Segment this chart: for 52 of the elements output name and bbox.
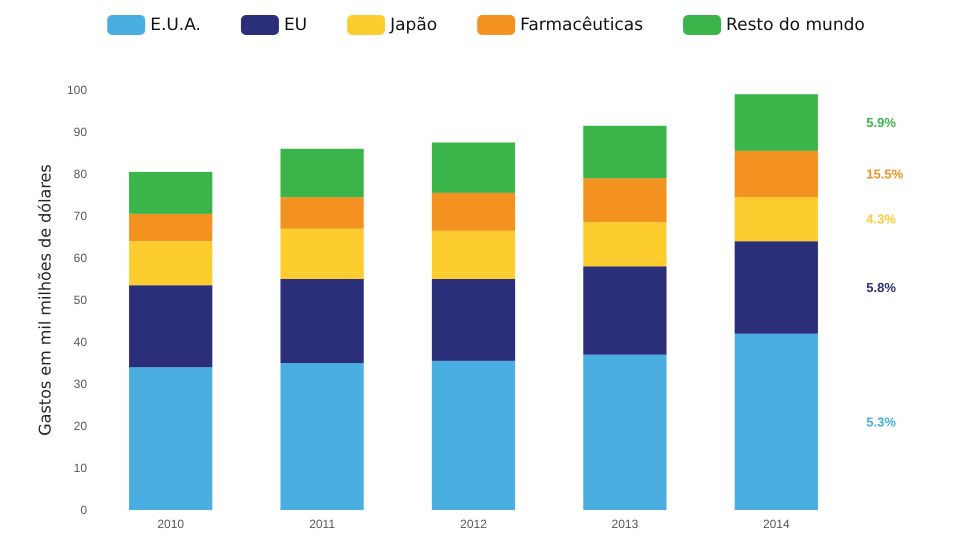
text: 15.5% [866, 166, 904, 182]
bar [280, 363, 364, 510]
x-tick-label: 2010 [157, 517, 184, 531]
bar [280, 279, 364, 363]
bar [129, 172, 212, 214]
bar [432, 142, 516, 193]
legend-label: Japão [389, 15, 438, 35]
x-tick-label: 2013 [612, 517, 639, 531]
legend-label: Farmacêuticas [520, 15, 644, 35]
y-tick-label: 20 [74, 419, 88, 433]
bar [734, 197, 818, 242]
x-tick-label: 2012 [460, 517, 488, 531]
bar [432, 230, 516, 279]
bar [432, 360, 516, 510]
x-tick-label: 2011 [309, 517, 336, 531]
y-tick-label: 100 [66, 83, 88, 97]
bar [734, 334, 818, 510]
text: 4.3% [866, 212, 896, 227]
y-axis-title: Gastos em mil milhões de dólares [36, 164, 54, 436]
y-tick-label: 0 [80, 503, 88, 517]
y-tick-label: 80 [74, 167, 88, 181]
bar [280, 228, 364, 279]
bar [583, 266, 667, 355]
bar [734, 94, 818, 151]
legend-label: Resto do mundo [726, 15, 865, 35]
y-tick-label: 50 [74, 293, 88, 307]
text: 5.3% [866, 414, 896, 430]
bar [129, 367, 212, 510]
bar [734, 241, 818, 334]
bar [583, 222, 667, 266]
bar [129, 285, 212, 368]
y-tick-label: 90 [74, 125, 88, 139]
y-tick-label: 30 [74, 377, 88, 391]
bar [129, 214, 212, 242]
bar [734, 150, 818, 198]
y-tick-label: 40 [74, 335, 88, 349]
legend-label: EU [284, 15, 308, 35]
legend-label: E.U.A. [150, 15, 201, 35]
bar [583, 126, 667, 178]
x-tick-label: 2014 [762, 517, 790, 531]
bar [432, 192, 516, 231]
bar [432, 279, 516, 361]
bar [280, 197, 364, 229]
text: 5.8% [866, 280, 896, 295]
y-tick-label: 10 [74, 461, 88, 475]
y-tick-label: 70 [74, 209, 88, 223]
bar [583, 354, 667, 510]
bar [583, 178, 667, 222]
y-tick-label: 60 [74, 251, 88, 265]
bar [129, 241, 212, 286]
text: 5.9% [866, 115, 896, 130]
bar [280, 148, 364, 198]
